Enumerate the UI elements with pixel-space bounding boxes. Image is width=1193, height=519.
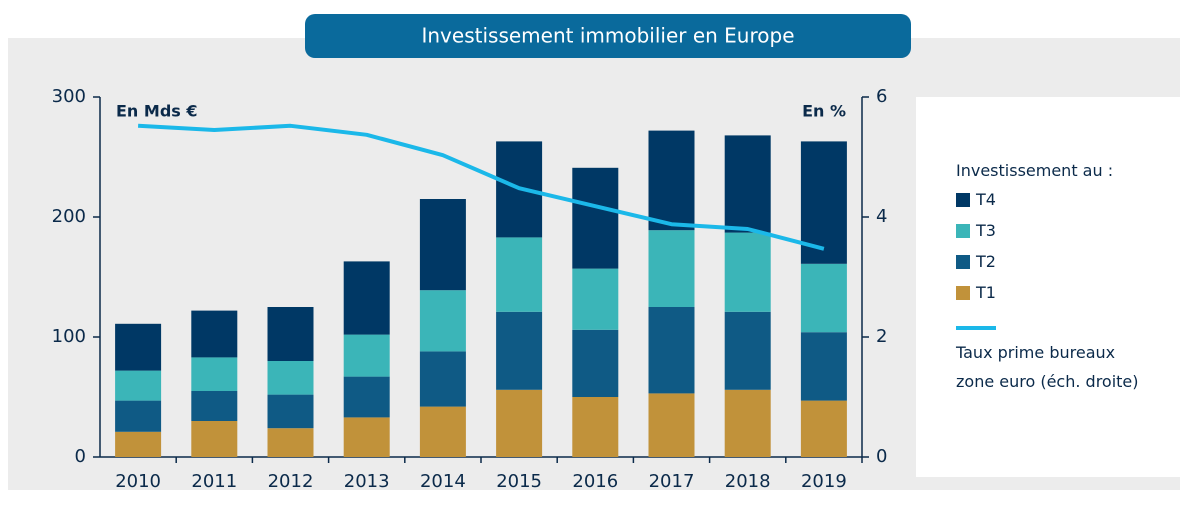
x-tick-label: 2011 [191, 471, 237, 492]
legend-label: T1 [976, 283, 996, 302]
legend-item: T3 [956, 215, 1180, 246]
legend-item: T2 [956, 246, 1180, 277]
bar-segment [343, 376, 390, 418]
x-tick-label: 2018 [725, 471, 771, 492]
legend-label: T4 [976, 190, 996, 209]
bar-segment [343, 417, 390, 457]
bar-segment [267, 307, 314, 361]
bar-segment [496, 237, 543, 312]
bar-segment [572, 397, 619, 457]
x-tick-label: 2014 [420, 471, 466, 492]
legend-swatch [956, 285, 970, 300]
y-axis-label: En Mds € [116, 102, 198, 121]
x-tick-label: 2019 [801, 471, 847, 492]
y-tick-label: 0 [75, 446, 86, 467]
legend-title: Investissement au : [956, 161, 1114, 180]
x-tick-label: 2013 [344, 471, 390, 492]
y-tick-label: 200 [52, 206, 86, 227]
y2-axis-label: En % [802, 102, 846, 121]
x-tick-label: 2010 [115, 471, 161, 492]
bar-segment [191, 357, 238, 391]
bar-segment [191, 421, 238, 457]
bar-segment [191, 310, 238, 358]
y-tick-label: 300 [52, 86, 86, 107]
y2-tick-label: 2 [876, 326, 887, 347]
bar-segment [191, 391, 238, 421]
bar-segment [267, 428, 314, 457]
bar-segment [572, 268, 619, 330]
y2-tick-label: 0 [876, 446, 887, 467]
bar-segment [724, 389, 771, 457]
legend-swatch [956, 192, 970, 207]
bar-segment [115, 370, 162, 401]
bar-segment [115, 323, 162, 371]
bar-segment [419, 406, 466, 457]
bar-segment [572, 167, 619, 269]
bar-segment [724, 232, 771, 312]
bar-segment [648, 130, 695, 231]
bar-segment [648, 307, 695, 394]
legend-label: T2 [976, 252, 996, 271]
bar-segment [343, 261, 390, 335]
bar-segment [800, 263, 847, 333]
legend-label: Taux prime bureaux zone euro (éch. droit… [956, 343, 1139, 391]
bar-segment [419, 199, 466, 291]
bar-segment [419, 290, 466, 352]
bar-segment [267, 361, 314, 395]
legend-line [956, 326, 996, 330]
bar-segment [496, 389, 543, 457]
legend-label: T3 [976, 221, 996, 240]
y2-tick-label: 6 [876, 86, 887, 107]
bar-segment [115, 431, 162, 457]
legend-swatch [956, 223, 970, 238]
bar-segment [267, 394, 314, 429]
bar-segment [648, 230, 695, 307]
bar-segment [419, 351, 466, 407]
line-series [137, 123, 825, 251]
x-tick-label: 2015 [496, 471, 542, 492]
bar-segment [496, 311, 543, 390]
legend-item: T1 [956, 277, 1180, 308]
x-tick-label: 2012 [268, 471, 314, 492]
bar-segment [343, 334, 390, 377]
legend-swatch [956, 254, 970, 269]
chart-title: Investissement immobilier en Europe [421, 24, 794, 48]
bar-segment [572, 329, 619, 397]
y2-tick-label: 4 [876, 206, 887, 227]
bar-segment [724, 311, 771, 390]
x-tick-label: 2017 [649, 471, 695, 492]
legend-item: T4 [956, 184, 1180, 215]
bar-segment [800, 332, 847, 401]
legend: Investissement au : T4 T3 T2 T1 Taux prime b… [916, 97, 1180, 477]
y-tick-label: 100 [52, 326, 86, 347]
x-tick-label: 2016 [572, 471, 618, 492]
bar-segment [648, 393, 695, 457]
bar-segment [115, 400, 162, 432]
bar-segment [724, 135, 771, 233]
bar-segment [800, 400, 847, 457]
title-box [305, 14, 911, 58]
